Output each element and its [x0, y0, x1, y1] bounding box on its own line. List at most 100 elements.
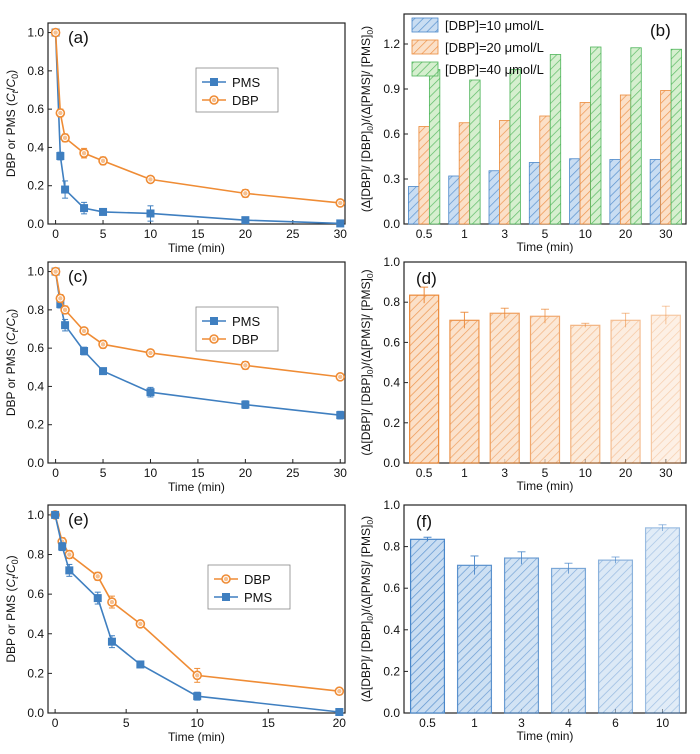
series-line-dbp: [54, 32, 341, 204]
bar-2: [660, 90, 672, 225]
y-axis-label-part: t: [10, 329, 20, 332]
y-axis-label: DBP or PMS (Ct/C0): [4, 309, 20, 416]
y-axis-label-part: 0: [365, 126, 375, 131]
bar-1: [609, 159, 621, 225]
y-tick-label: 0.0: [383, 217, 400, 231]
y-axis-label-part: ): [4, 70, 18, 74]
y-tick-label: 0.2: [383, 416, 400, 430]
data-point-pms: [80, 204, 89, 213]
bar-3: [670, 48, 682, 225]
legend-marker: [210, 317, 218, 325]
x-tick-label: 1: [461, 227, 468, 241]
data-point-dbp-fill: [138, 621, 143, 627]
y-axis-label-part: DBP or PMS (: [4, 341, 18, 416]
data-point-dbp-fill: [109, 599, 115, 605]
bar-3: [630, 47, 642, 225]
bar: [644, 527, 681, 714]
y-axis-label-part: DBP or PMS (: [4, 102, 18, 177]
bar-1: [408, 186, 420, 225]
x-tick-label: 10: [579, 466, 593, 480]
y-tick-label: 0.9: [383, 82, 400, 96]
x-tick-label: 20: [239, 227, 253, 241]
legend-label: [DBP]=20 μmol/L: [445, 40, 544, 55]
x-tick-label: 0.5: [416, 227, 433, 241]
data-point-pms: [99, 207, 108, 216]
y-axis-label-part: C: [4, 564, 18, 573]
legend-box: [207, 564, 291, 610]
data-point-dbp-fill: [148, 350, 153, 356]
x-tick-label: 30: [334, 227, 348, 241]
bar: [529, 315, 561, 464]
data-point-pms: [58, 542, 67, 551]
panel-label: (f): [416, 512, 432, 531]
panel-a: 0 5 10 15 20 25 30 0.0 0.2 0.4 0.6 0.8 1.0 Time (min)…: [4, 22, 348, 255]
y-tick-label: 1.0: [27, 26, 44, 40]
x-tick-label: 20: [619, 466, 633, 480]
x-tick-label: 0: [52, 227, 59, 241]
legend-label: PMS: [244, 590, 273, 605]
data-point-pms: [61, 185, 70, 194]
y-axis-label-part: )/(Δ[PMS]/ [PMS]: [359, 525, 373, 616]
y-tick-label: 1.0: [27, 508, 44, 522]
x-tick-label: 5: [542, 466, 549, 480]
y-axis-label-part: t: [10, 576, 20, 579]
data-point-pms: [93, 594, 102, 603]
x-tick-label: 10: [579, 227, 593, 241]
x-tick-label: 5: [100, 466, 107, 480]
plot-frame: [47, 261, 346, 464]
data-point-pms: [65, 566, 74, 575]
bar: [610, 319, 641, 464]
y-tick-label: 0.4: [27, 140, 44, 154]
x-tick-label: 5: [123, 716, 130, 730]
data-point-dbp-fill: [58, 296, 63, 301]
data-point-dbp-fill: [100, 342, 106, 347]
x-tick-label: 10: [144, 466, 158, 480]
bar-2: [499, 120, 511, 225]
data-point-dbp-fill: [81, 328, 87, 334]
y-tick-label: 0.4: [27, 379, 44, 393]
y-axis-label-part: )/(Δ[PMS]/ [PMS]: [359, 278, 373, 369]
x-tick-label: 20: [333, 716, 347, 730]
x-tick-label: 15: [191, 227, 205, 241]
legend-label: PMS: [232, 75, 261, 90]
y-tick-label: 0.0: [27, 706, 44, 720]
bar: [456, 564, 493, 714]
x-tick-label: 15: [262, 716, 276, 730]
y-tick-label: 0.3: [383, 172, 400, 186]
y-tick-label: 0.6: [27, 102, 44, 116]
panel-d: 0.5 1 3 5 10 20 30 0.0 0.2 0.4 0.6 0.8 1.0 Time (min)…: [359, 255, 687, 493]
y-axis-label-part: C: [4, 579, 18, 588]
legend-label: DBP: [232, 332, 259, 347]
y-axis-label: DBP or PMS (Ct/C0): [4, 555, 20, 662]
y-axis-label-part: C: [4, 93, 18, 102]
y-axis-label: (Δ[DBP]/ [DBP]0)/(Δ[PMS]/ [PMS]0): [359, 269, 375, 455]
x-tick-label: 25: [286, 227, 300, 241]
y-tick-label: 0.2: [27, 418, 44, 432]
bar-3: [549, 54, 562, 225]
bar-1: [528, 162, 541, 225]
data-point-pms: [146, 209, 155, 218]
x-tick-label: 25: [286, 466, 300, 480]
x-tick-label: 0.5: [416, 466, 433, 480]
x-tick-label: 3: [501, 227, 508, 241]
x-axis-label: Time (min): [517, 240, 574, 254]
x-tick-label: 3: [518, 716, 525, 730]
x-tick-label: 15: [191, 466, 205, 480]
legend-box: [195, 67, 279, 113]
y-axis-label: DBP or PMS (Ct/C0): [4, 70, 20, 177]
y-axis-label-part: 0: [365, 273, 375, 278]
y-tick-label: 0.8: [27, 64, 44, 78]
x-tick-label: 1: [471, 716, 478, 730]
data-point-dbp-fill: [243, 191, 248, 196]
data-point-dbp-fill: [148, 177, 153, 182]
y-tick-label: 0.0: [383, 706, 400, 720]
legend-label: [DBP]=10 μmol/L: [445, 18, 544, 33]
legend-swatch: [411, 17, 439, 33]
legend-label: PMS: [232, 314, 261, 329]
series-line-pms: [54, 32, 341, 225]
y-axis-label: (Δ[DBP]/ [DBP]0)/(Δ[PMS]/ [PMS]0): [359, 516, 375, 702]
data-point-pms: [146, 388, 155, 397]
y-tick-label: 0.6: [383, 127, 400, 141]
bar-1: [448, 175, 460, 225]
